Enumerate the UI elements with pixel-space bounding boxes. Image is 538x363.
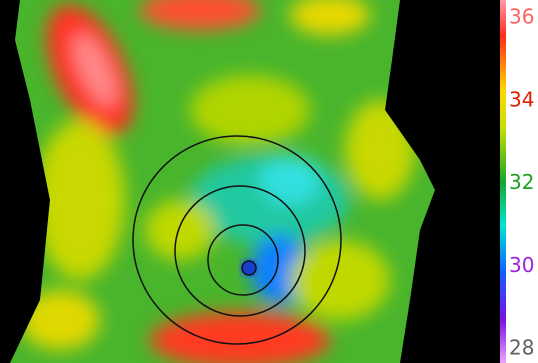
scale-label: 28 xyxy=(509,336,534,360)
page: 3634323028 (() => { const data = JSON.pa… xyxy=(0,0,538,363)
color-scale xyxy=(500,0,506,363)
scale-label: 34 xyxy=(509,87,534,111)
scale-label: 30 xyxy=(509,253,534,277)
scale-label: 36 xyxy=(509,5,534,29)
scale-label: 32 xyxy=(509,170,534,194)
scale-labels: 36 34 32 30 28 xyxy=(509,5,534,360)
thermal-view: 36 34 32 30 28 xyxy=(0,0,538,363)
